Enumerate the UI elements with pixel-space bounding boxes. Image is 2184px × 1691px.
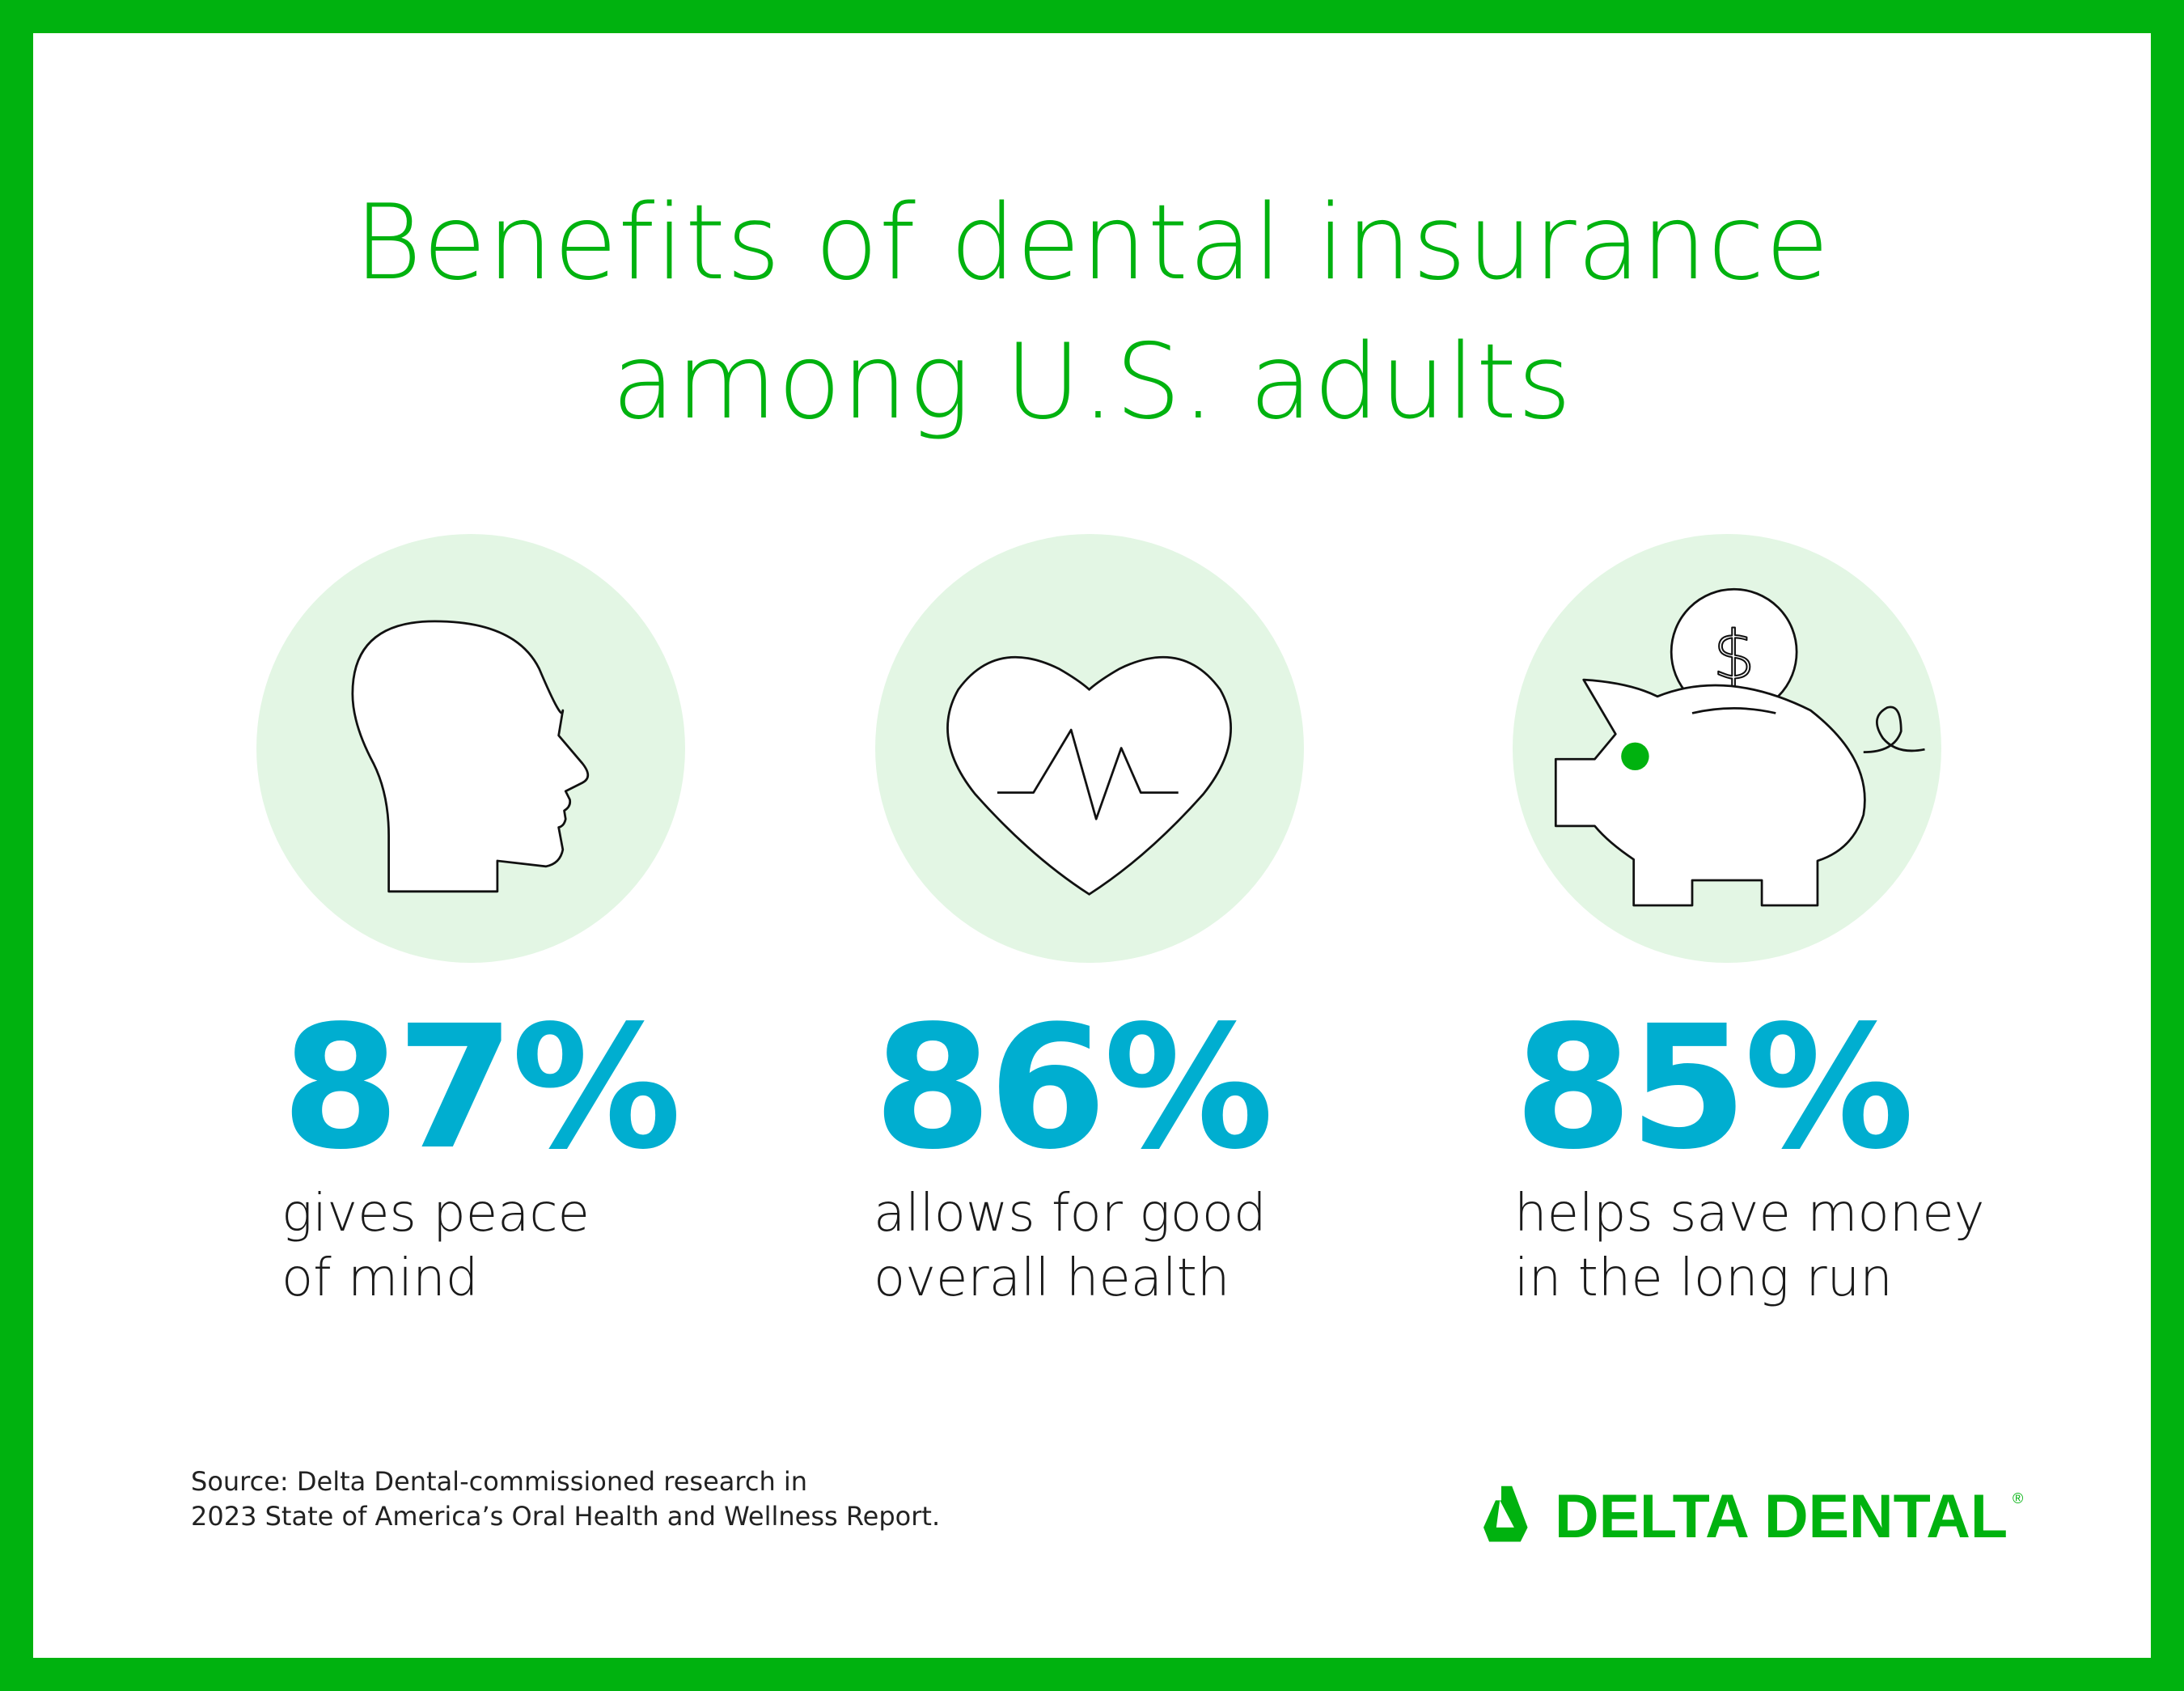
stat-label-line-2: of mind	[281, 1248, 479, 1308]
head-profile-icon-clean	[351, 620, 590, 893]
stat-value: 85%	[1514, 989, 1915, 1187]
svg-text:$: $	[1712, 617, 1755, 694]
stat-label-line-2: overall health	[874, 1248, 1230, 1308]
page-title: Benefits of dental insurance among U.S. …	[0, 174, 2184, 452]
stat-value: 87%	[281, 989, 682, 1187]
stat-label-line-2: in the long run	[1514, 1248, 1893, 1308]
piggy-bank-icon: $	[1554, 587, 1925, 907]
stat-peace-of-mind: 87% gives peace of mind	[281, 989, 682, 1311]
heart-pulse-icon	[946, 655, 1233, 896]
stat-label-line-1: helps save money	[1514, 1184, 1985, 1244]
stat-label-line-1: allows for good	[874, 1184, 1267, 1244]
eye-icon	[1621, 742, 1649, 771]
registered-mark: ®	[2013, 1490, 2023, 1507]
stat-overall-health: 86% allows for good overall health	[874, 989, 1274, 1311]
title-line-2: among U.S. adults	[612, 322, 1572, 443]
source-line-1: Source: Delta Dental-commissioned resear…	[191, 1466, 808, 1497]
stat-value: 86%	[874, 989, 1274, 1187]
stat-label-line-1: gives peace	[281, 1184, 590, 1244]
stat-save-money: 85% helps save money in the long run	[1514, 995, 1985, 1311]
source-line-2: 2023 State of America’s Oral Health and …	[191, 1501, 941, 1532]
logo-text: DELTA DENTAL	[1555, 1482, 2008, 1544]
title-line-1: Benefits of dental insurance	[353, 183, 1831, 303]
source-note: Source: Delta Dental-commissioned resear…	[191, 1464, 940, 1534]
delta-dental-logo: DELTA DENTAL ®	[1484, 1482, 2023, 1544]
delta-triangle-icon	[1484, 1485, 1528, 1542]
